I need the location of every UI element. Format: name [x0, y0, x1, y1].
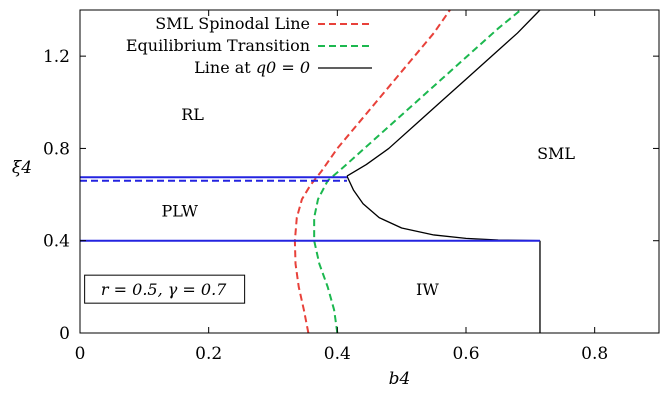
region-label: RL [181, 105, 204, 124]
x-tick-label: 0.6 [452, 344, 479, 364]
x-tick-label: 0.4 [324, 344, 351, 364]
chart-legend: SML Spinodal Line Equilibrium Transition L… [126, 14, 372, 77]
parameter-box [84, 274, 246, 304]
legend-math: q0 = 0 [256, 58, 310, 77]
series-line-0 [293, 9, 451, 334]
x-axis-label: b4 [389, 369, 411, 389]
axis-ticks: 0 0.2 0.4 0.6 0.8 0 0.4 0.8 1.2 [43, 10, 659, 364]
y-axis-label: ξ4 [12, 158, 32, 178]
legend-label: Line at q0 = 0 [194, 58, 310, 77]
series-line-2 [346, 9, 541, 177]
y-tick-label: 1.2 [43, 47, 70, 67]
series-line-3 [346, 175, 540, 242]
x-tick-label: 0.2 [195, 344, 222, 364]
legend-label: Equilibrium Transition [126, 36, 310, 55]
y-tick-label: 0.4 [43, 232, 70, 252]
chart-annotations: RL SML PLW IW r = 0.5, γ = 0.7 [84, 105, 575, 304]
x-tick-label: 0.8 [581, 344, 608, 364]
region-label: PLW [161, 202, 198, 221]
y-tick-label: 0 [59, 324, 70, 344]
region-label: SML [537, 144, 575, 163]
plot-frame [79, 9, 660, 334]
legend-label: SML Spinodal Line [155, 14, 310, 33]
series-line-1 [313, 9, 522, 334]
x-tick-label: 0 [75, 344, 86, 364]
region-label: IW [416, 280, 439, 299]
chart-series-layer [80, 9, 541, 334]
parameter-box-label: r = 0.5, γ = 0.7 [101, 280, 227, 299]
axis-labels: b4 ξ4 [12, 158, 410, 389]
y-tick-label: 0.8 [43, 139, 70, 159]
